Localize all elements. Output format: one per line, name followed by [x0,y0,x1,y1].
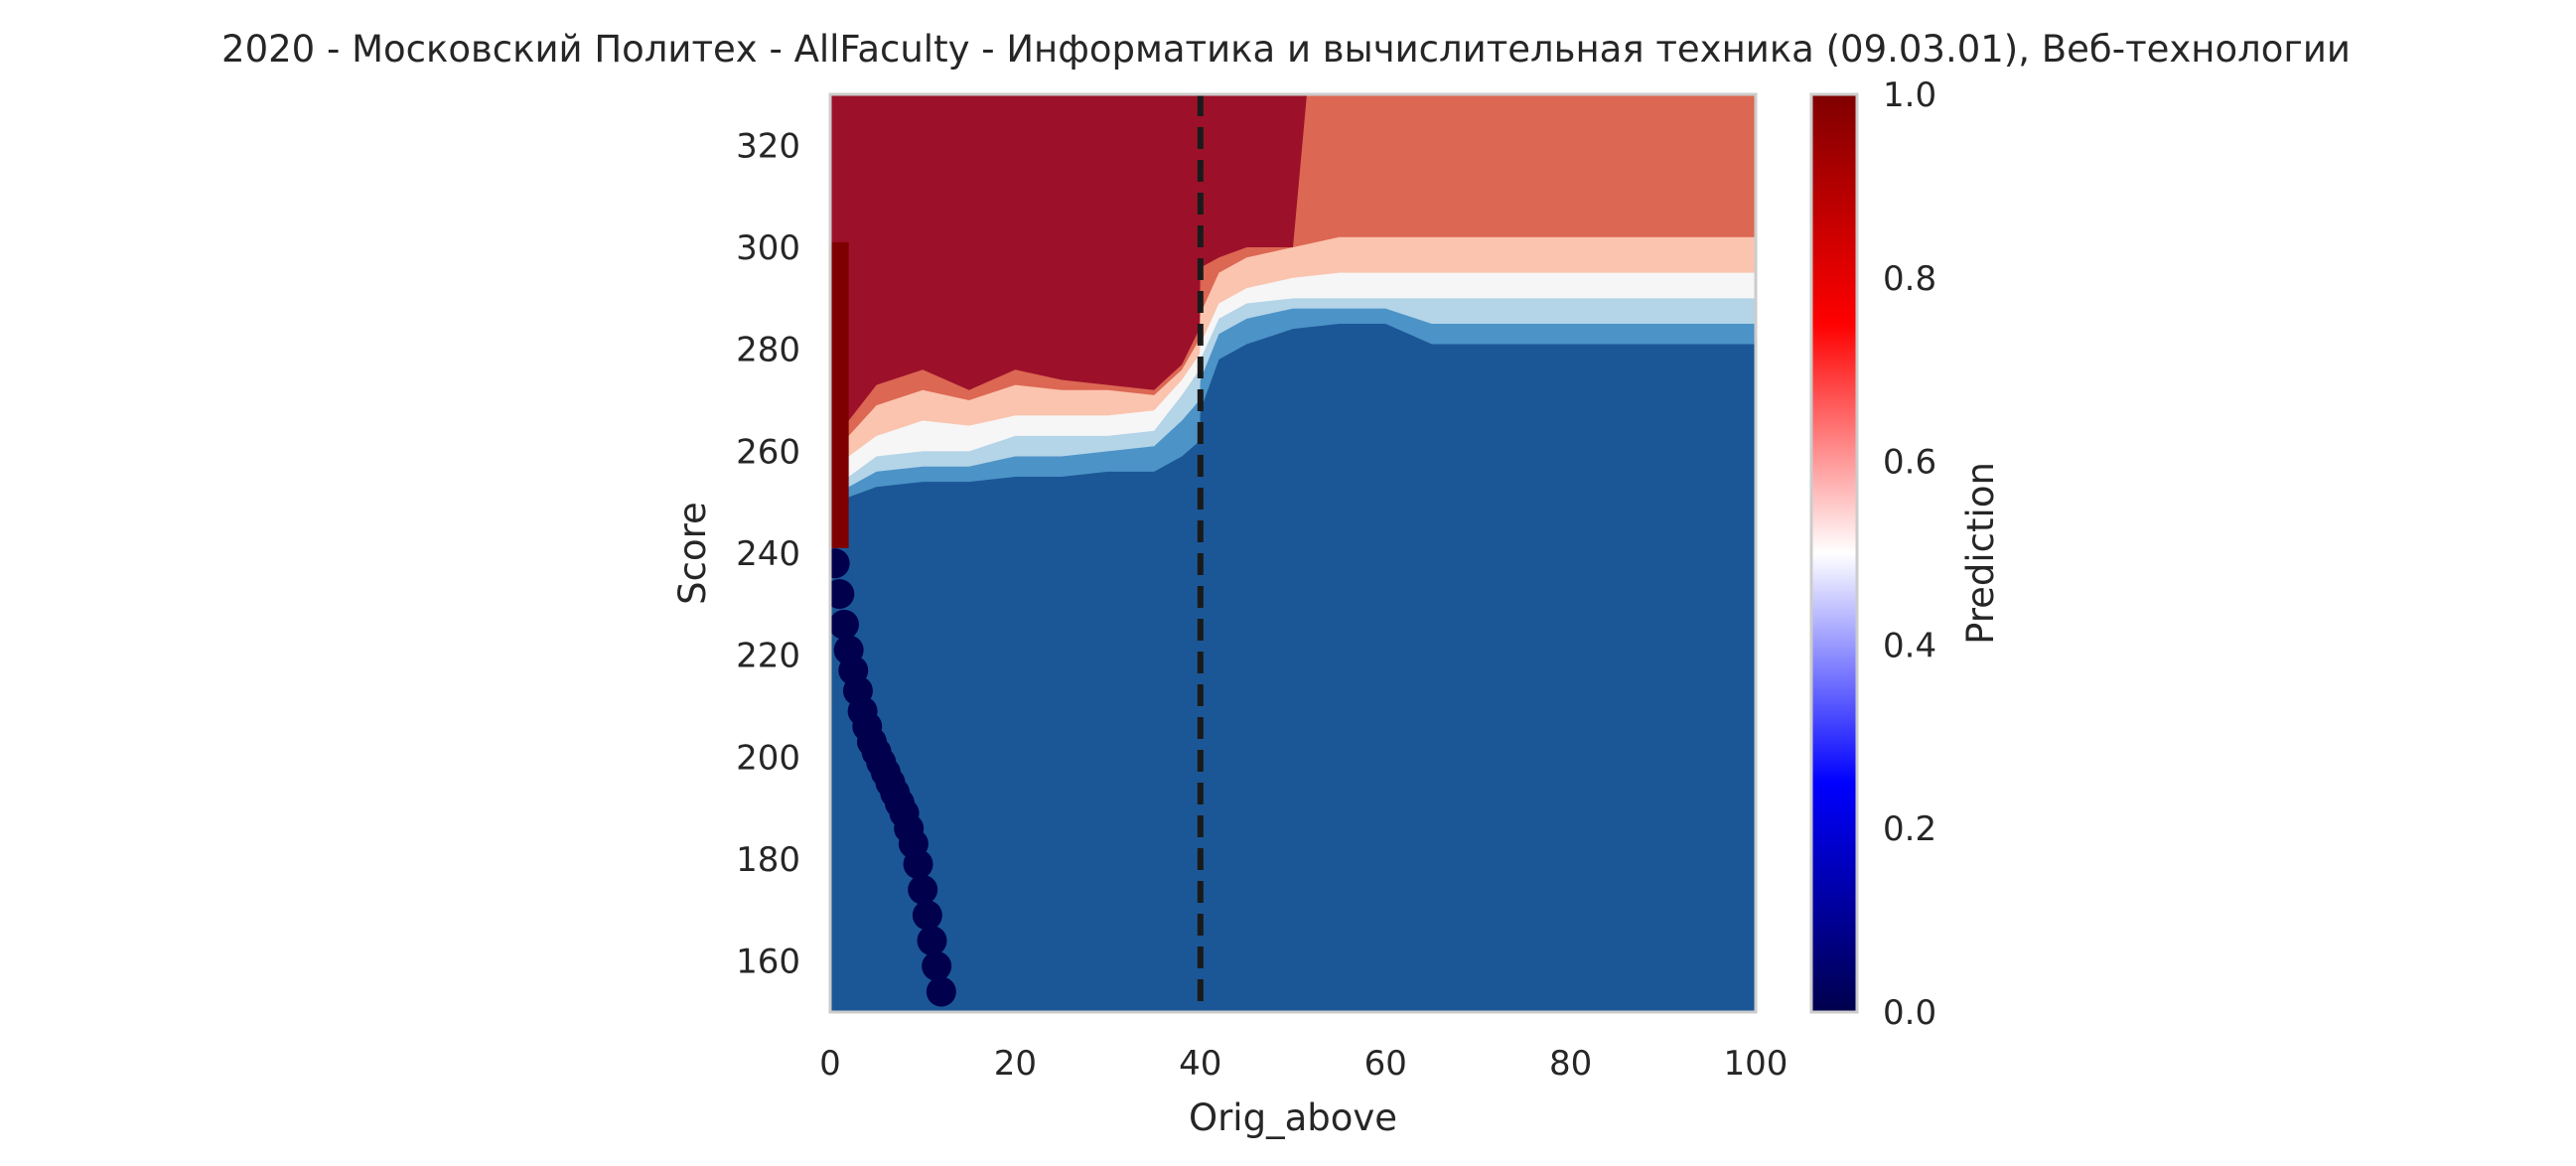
x-tick-label: 80 [1549,1044,1592,1084]
contour-regions [830,94,1756,1012]
y-tick-label: 300 [736,228,800,268]
plot-frame [828,92,1758,1014]
high-prediction-strip [830,241,849,548]
colorbar: 0.0 0.2 0.4 0.6 0.8 1.0 Prediction [1809,75,2002,1033]
low-prediction-points [830,548,956,1007]
data-point [908,874,938,905]
y-tick-label: 160 [736,943,800,982]
colorbar-tick-label: 0.0 [1883,993,1936,1033]
data-point [903,849,933,880]
colorbar-tick-label: 0.6 [1883,443,1936,483]
colorbar-gradient [1809,92,1859,1014]
x-tick-label: 60 [1364,1044,1407,1084]
x-axis-ticks: 0 20 40 60 80 100 [819,1044,1788,1084]
data-point [830,579,855,610]
data-point [917,926,947,956]
region-level-0.9 [830,94,1307,462]
data-point [922,950,952,981]
colorbar-label: Prediction [1959,462,2002,645]
y-tick-label: 220 [736,637,800,676]
y-axis-label: Score [671,502,714,605]
colorbar-ticks: 0.0 0.2 0.4 0.6 0.8 1.0 [1883,75,1936,1033]
y-tick-label: 200 [736,738,800,778]
y-tick-label: 280 [736,331,800,370]
y-tick-label: 240 [736,534,800,574]
x-tick-label: 100 [1724,1044,1789,1084]
colorbar-tick-label: 0.2 [1883,809,1936,849]
x-axis-label: Orig_above [1189,1096,1397,1139]
x-tick-label: 20 [994,1044,1037,1084]
region-level-0.15 [830,324,1756,1012]
y-tick-label: 180 [736,840,800,880]
data-point [830,609,859,640]
y-tick-label: 260 [736,432,800,472]
x-tick-label: 40 [1179,1044,1221,1084]
data-point [926,976,956,1007]
colorbar-tick-label: 1.0 [1883,75,1936,115]
colorbar-tick-label: 0.8 [1883,259,1936,299]
data-point [912,900,942,931]
y-tick-label: 320 [736,126,800,166]
y-axis-ticks: 160 180 200 220 240 260 280 300 320 [736,126,800,981]
colorbar-tick-label: 0.4 [1883,626,1936,665]
plot-area [830,94,1756,1012]
data-point [830,548,850,579]
chart-title: 2020 - Московский Политех - AllFaculty -… [221,28,2351,71]
x-tick-label: 0 [819,1044,841,1084]
